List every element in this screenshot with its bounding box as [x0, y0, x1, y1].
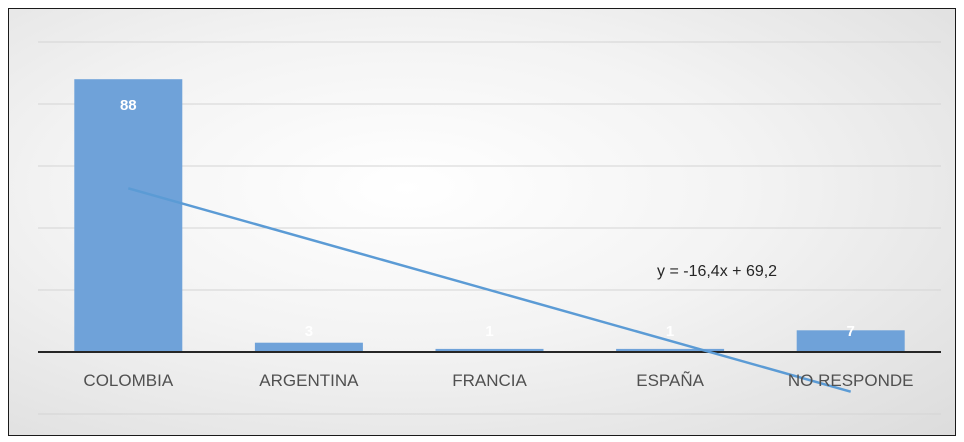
data-label: 1	[666, 323, 674, 340]
trendline-equation: y = -16,4x + 69,2	[657, 263, 777, 280]
gridlines	[38, 41, 941, 415]
category-label: COLOMBIA	[83, 371, 173, 390]
bar-argentina	[254, 342, 363, 352]
category-label: FRANCIA	[452, 371, 527, 390]
bar-francia	[435, 348, 544, 352]
bar-españa	[616, 348, 725, 352]
bar-colombia	[74, 79, 183, 352]
category-label: NO RESPONDE	[788, 371, 914, 390]
category-label: ESPAÑA	[636, 371, 704, 390]
bar-no-responde	[796, 330, 905, 352]
data-label: 3	[305, 323, 313, 340]
category-label: ARGENTINA	[259, 371, 359, 390]
data-label: 88	[120, 97, 137, 114]
data-label: 7	[847, 323, 855, 340]
data-labels: 88 3 1 1 7	[120, 97, 855, 340]
bars	[74, 79, 905, 352]
data-label: 1	[485, 323, 493, 340]
trendline	[127, 187, 852, 393]
category-labels: COLOMBIA ARGENTINA FRANCIA ESPAÑA NO RESPOND…	[83, 371, 913, 390]
